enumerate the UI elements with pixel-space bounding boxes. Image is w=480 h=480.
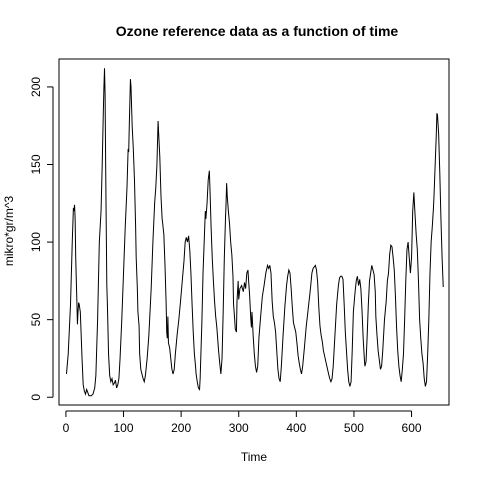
y-tick-label: 0 bbox=[29, 394, 43, 401]
x-tick-label: 0 bbox=[63, 421, 70, 435]
chart-title: Ozone reference data as a function of ti… bbox=[116, 23, 399, 39]
x-tick-label: 200 bbox=[171, 421, 191, 435]
y-tick-label: 150 bbox=[29, 154, 43, 174]
y-axis: 0 50 100 150 200 bbox=[29, 77, 54, 401]
y-axis-label: mikro*gr/m^3 bbox=[2, 196, 16, 267]
x-tick-label: 400 bbox=[286, 421, 306, 435]
x-tick-label: 500 bbox=[344, 421, 364, 435]
plot-frame bbox=[58, 58, 450, 406]
y-tick-label: 200 bbox=[29, 77, 43, 97]
x-axis-label: Time bbox=[241, 450, 268, 464]
x-tick-label: 300 bbox=[229, 421, 249, 435]
y-tick-label: 50 bbox=[29, 313, 43, 327]
x-tick-label: 600 bbox=[402, 421, 422, 435]
y-tick-label: 100 bbox=[29, 232, 43, 252]
x-tick-label: 100 bbox=[114, 421, 134, 435]
ozone-series-line bbox=[65, 68, 444, 397]
x-axis: 0 100 200 300 400 500 600 bbox=[63, 410, 422, 435]
